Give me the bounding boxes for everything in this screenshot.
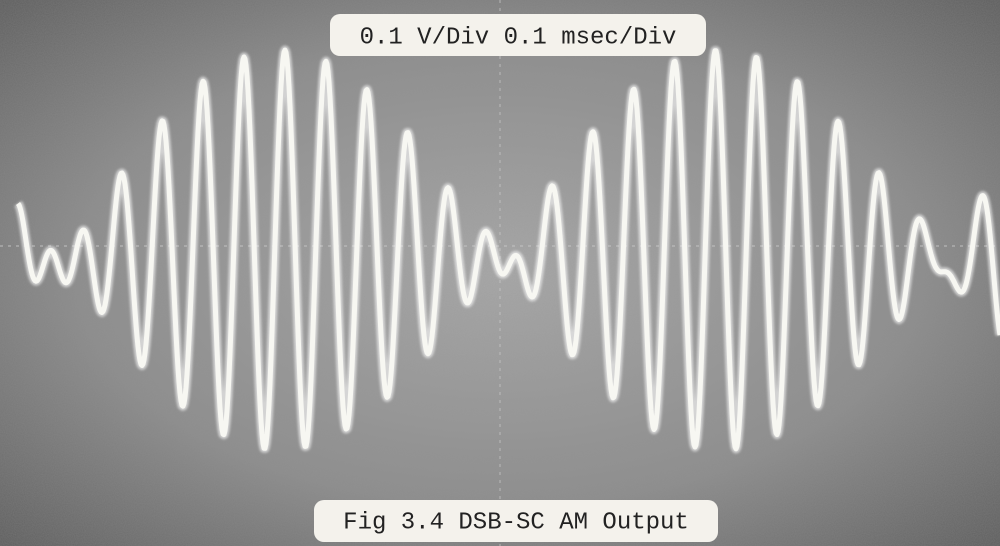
caption: Fig 3.4 DSB-SC AM Output [343, 509, 689, 536]
top-label-box [330, 14, 706, 56]
top-label: 0.1 V/Div 0.1 msec/Div [360, 24, 677, 51]
waveform-trace [15, 47, 1000, 452]
waveform-group [14, 45, 1000, 454]
caption-box [314, 500, 718, 542]
